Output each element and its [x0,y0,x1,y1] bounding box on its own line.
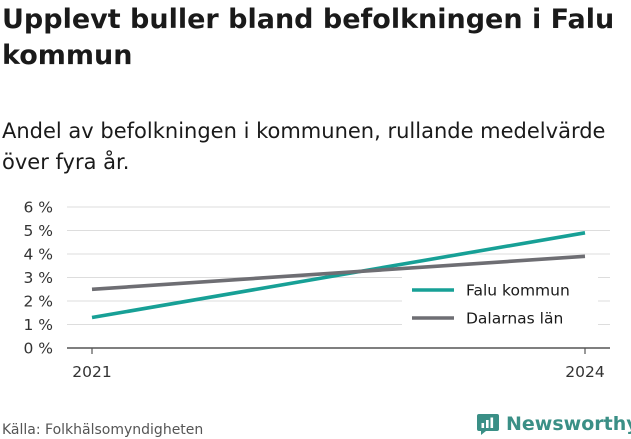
series-lines [91,231,586,320]
y-tick-label: 4 % [23,246,53,264]
y-tick-label: 2 % [23,293,53,311]
y-axis-tick-labels: 0 % 1 % 2 % 3 % 4 % 5 % 6 % [23,199,53,358]
chart-subtitle: Andel av befolkningen i kommunen, rullan… [2,119,606,174]
y-tick-label: 3 % [23,269,53,287]
brand-logo: Newsworthy [476,409,631,439]
legend-label: Dalarnas län [466,310,563,328]
x-tick-label: 2021 [72,363,111,381]
y-tick-label: 1 % [23,316,53,334]
y-tick-label: 5 % [23,222,53,240]
legend-label: Falu kommun [466,282,570,300]
series-line-dalarnas-lan [91,254,586,292]
grid-lines [67,206,610,349]
y-tick-label: 0 % [23,340,53,358]
x-tick-label: 2024 [565,363,604,381]
line-chart: 0 % 1 % 2 % 3 % 4 % 5 % 6 % 2021 2024 Falu komm… [23,199,610,381]
newsworthy-logo-icon [477,414,499,435]
series-line-falu-kommun [91,231,586,320]
source-note: Källa: Folkhälsomyndigheten [2,422,204,438]
legend: Falu kommun Dalarnas län [402,274,598,334]
brand-name: Newsworthy [506,413,631,435]
x-axis: 2021 2024 [72,348,605,381]
legend-background [402,274,598,334]
chart-title: Upplevt buller bland befolkningen i Falu… [2,4,615,71]
y-tick-label: 6 % [23,199,53,217]
